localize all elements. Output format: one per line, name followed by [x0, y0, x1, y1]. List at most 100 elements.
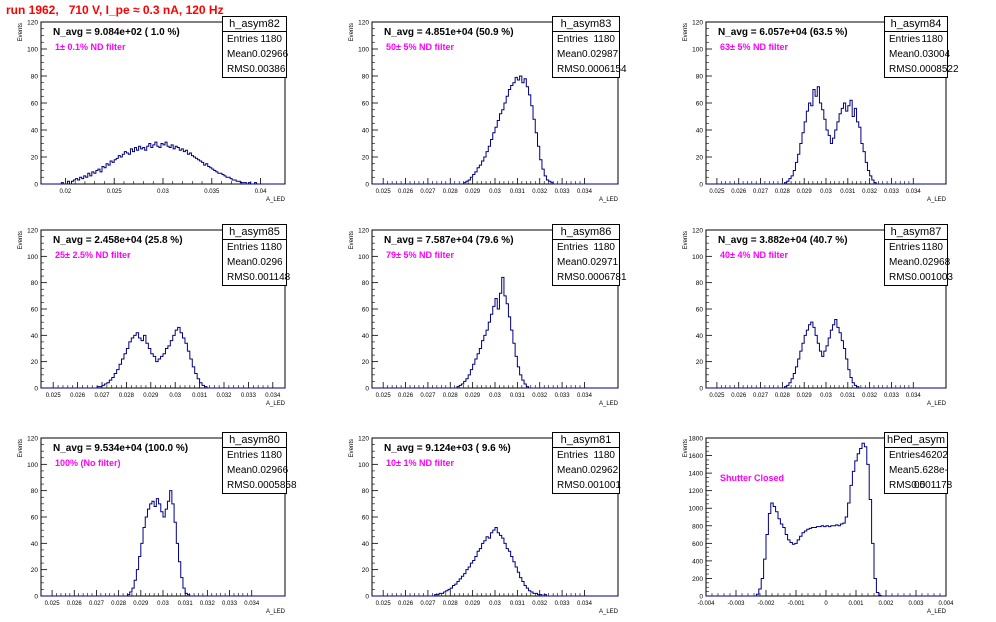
stat-row: Entries 1180 — [223, 240, 286, 255]
stat-row: Mean 0.02968 — [885, 255, 950, 270]
stats-box-h_asym85: h_asym85 Entries 1180 Mean 0.0296 RMS 0.001148 — [222, 224, 290, 286]
stat-label: Entries — [889, 34, 921, 45]
stat-row: RMS 0.0005858 — [223, 478, 297, 493]
y-tick-label: 120 — [358, 20, 369, 27]
x-tick-label: 0.033 — [555, 601, 571, 607]
filter-annotation: 1± 0.1% ND filter — [55, 42, 126, 52]
x-tick-label: 0.033 — [884, 393, 900, 399]
y-tick-label: 0 — [365, 182, 369, 189]
y-axis-label: Events — [18, 439, 24, 457]
y-tick-label: 100 — [692, 254, 703, 261]
y-tick-label: 80 — [362, 280, 370, 287]
stat-label: RMS — [557, 64, 580, 75]
stat-label: RMS — [557, 480, 580, 491]
x-tick-label: 0.032 — [532, 189, 548, 195]
y-tick-label: 60 — [31, 515, 39, 522]
stats-box-h_asym87: h_asym87 Entries 1180 Mean 0.02968 RMS 0.00100… — [884, 224, 953, 286]
stat-label: Mean — [227, 465, 253, 476]
stat-label: Entries — [227, 242, 259, 253]
histogram-panel-h_asym81: 0 20 40 60 80 100 120 0.025 0.026 0.027 0.028 0.029… — [349, 436, 619, 616]
histogram-panel-h_asym84: 0 20 40 60 80 100 120 0.025 0.026 0.027 0.028 0.029… — [683, 20, 947, 204]
x-tick-label: 0.028 — [443, 601, 459, 607]
x-tick-label: 0.032 — [216, 393, 232, 399]
x-tick-label: 0.031 — [840, 393, 856, 399]
y-tick-label: 20 — [696, 155, 704, 162]
stat-row: Mean 0.02971 — [553, 255, 619, 270]
histogram-panel-h_asym82: 0 20 40 60 80 100 120 0.02 0.025 0.03 0.035 0.04 Eve… — [18, 20, 286, 204]
y-tick-label: 40 — [696, 128, 704, 135]
x-tick-label: 0.031 — [510, 189, 526, 195]
y-axis-label: Events — [683, 231, 689, 249]
stat-value: 1180 — [921, 34, 943, 45]
x-tick-label: 0.027 — [753, 189, 769, 195]
y-tick-label: 100 — [27, 254, 38, 261]
histogram-series — [41, 141, 285, 185]
x-tick-label: 0.04 — [255, 189, 267, 195]
stat-row: Mean 0.02962 — [553, 463, 619, 478]
x-tick-label: 0.027 — [420, 189, 436, 195]
stat-value: 0.001003 — [911, 272, 953, 283]
y-tick-label: 40 — [362, 541, 370, 548]
y-tick-label: 80 — [362, 74, 370, 81]
y-axis-label: Events — [349, 439, 355, 457]
stat-label: Entries — [557, 242, 589, 253]
x-tick-label: 0.028 — [775, 189, 791, 195]
y-tick-label: 60 — [696, 101, 704, 108]
y-axis-label: Events — [349, 23, 355, 41]
x-tick-label: 0.032 — [532, 601, 548, 607]
y-tick-label: 120 — [27, 228, 38, 235]
y-tick-label: 60 — [362, 307, 370, 314]
y-tick-label: 120 — [27, 436, 38, 443]
x-tick-label: 0.025 — [709, 393, 725, 399]
x-tick-label: 0.034 — [906, 189, 922, 195]
x-tick-label: 0.027 — [89, 601, 105, 607]
stat-row: Entries 1180 — [885, 32, 947, 47]
x-tick-label: -0.002 — [757, 601, 775, 607]
x-tick-label: 0.025 — [46, 393, 62, 399]
x-tick-label: 0.027 — [753, 393, 769, 399]
x-tick-label: 0.032 — [200, 601, 216, 607]
n-avg-label: N_avg = 9.124e+03 ( 9.6 %) — [384, 443, 511, 454]
x-tick-label: 0.028 — [443, 393, 459, 399]
stat-value: 0.0296 — [252, 257, 283, 268]
y-tick-label: 80 — [362, 488, 370, 495]
stat-value: 1180 — [593, 34, 615, 45]
x-tick-label: 0.03 — [489, 189, 501, 195]
n-avg-label: N_avg = 7.587e+04 (79.6 %) — [384, 235, 514, 246]
x-axis-label: A_LED — [927, 609, 947, 615]
x-tick-label: 0.034 — [265, 393, 281, 399]
stat-label: Entries — [227, 450, 259, 461]
stat-label: RMS — [889, 64, 912, 75]
y-tick-label: 0 — [699, 594, 703, 601]
stat-value: 0.0005858 — [249, 480, 297, 491]
histogram-name: h_asym84 — [885, 17, 947, 32]
y-tick-label: 40 — [362, 128, 370, 135]
stat-row: Entries 1180 — [553, 240, 619, 255]
n-avg-label: N_avg = 9.534e+04 (100.0 %) — [53, 443, 188, 454]
y-axis-label: Events — [349, 231, 355, 249]
histogram-panel-hPed_asym: 0 200 400 600 800 1000 1200 1400 1600 1800 -0.004 -… — [683, 436, 954, 616]
x-tick-label: 0.034 — [577, 601, 593, 607]
y-axis-label: Events — [18, 23, 24, 41]
y-tick-label: 100 — [358, 47, 369, 54]
stat-value: 0.02962 — [582, 465, 619, 476]
stat-row: RMS 0.001178 — [885, 478, 952, 493]
y-tick-label: 100 — [27, 47, 38, 54]
y-tick-label: 0 — [365, 594, 369, 601]
stat-label: Mean — [557, 49, 583, 60]
stat-value: 5.628e-05 — [914, 465, 948, 491]
stat-label: Mean — [557, 465, 583, 476]
x-tick-label: 0.03 — [820, 189, 832, 195]
y-tick-label: 0 — [34, 182, 38, 189]
stat-row: RMS 0.001148 — [223, 270, 290, 285]
stat-value: 0.00386 — [249, 64, 286, 75]
histogram-panel-h_asym86: 0 20 40 60 80 100 120 0.025 0.026 0.027 0.028 0.029… — [349, 228, 619, 408]
filter-annotation: 40± 4% ND filter — [720, 250, 788, 260]
stat-row: Mean 0.03004 — [885, 47, 950, 62]
x-tick-label: 0.029 — [465, 601, 481, 607]
stat-value: 1180 — [593, 450, 615, 461]
x-tick-label: 0.029 — [143, 393, 159, 399]
x-tick-label: 0.03 — [157, 189, 169, 195]
histogram-name: h_asym86 — [553, 225, 619, 240]
y-axis-label: Events — [18, 231, 24, 249]
